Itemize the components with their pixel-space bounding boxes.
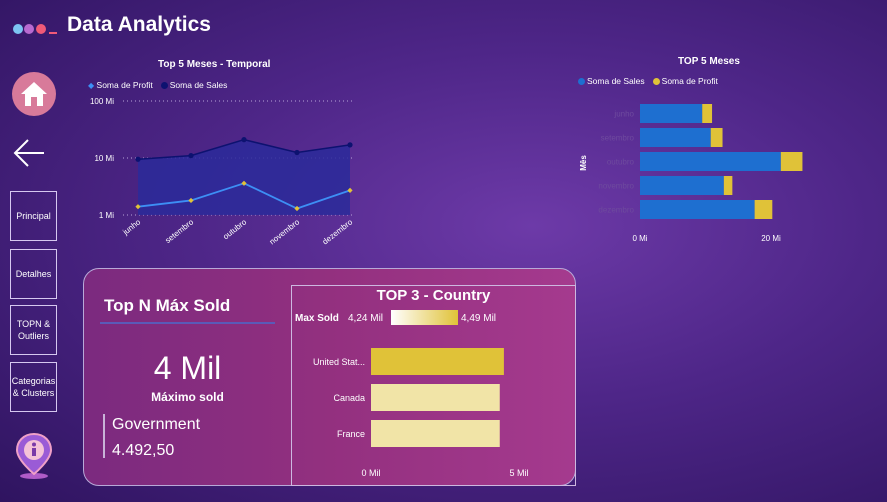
nav-label: Principal [16,211,51,221]
bar-chart-legend: Soma de Sales Soma de Profit [578,76,718,86]
nav-detalhes-button[interactable]: Detalhes [10,249,57,299]
profit-bar [702,104,713,123]
legend-label: Soma de Profit [661,76,718,86]
legend-item-sales: Soma de Sales [578,76,645,86]
sales-point [347,142,353,148]
country-chart-frame [291,285,576,486]
x-tick-label: 0 Mil [361,468,380,478]
back-arrow-icon[interactable] [12,136,46,170]
legend-item-profit: ◆ Soma de Profit [88,80,153,90]
y-tick-label: novembro [598,182,634,191]
profit-bar [754,200,773,219]
sales-bar [640,176,724,195]
gradient-legend-max: 4,49 Mil [461,313,496,324]
home-icon [21,82,47,106]
kpi-label: Máximo sold [151,390,224,404]
legend-label: Soma de Profit [96,80,153,90]
y-tick-label: France [337,429,365,439]
nav-topn-outliers-button[interactable]: TOPN & Outliers [10,305,57,355]
y-tick-label: 100 Mi [90,97,114,106]
legend-label: Soma de Sales [169,80,228,90]
sales-point [188,153,194,159]
segment-name: Government [112,416,201,433]
line-chart-legend: ◆ Soma de Profit Soma de Sales [88,80,227,90]
segment-value: 4.492,50 [112,442,175,459]
y-tick-label: 1 Mi [99,211,114,220]
gradient-legend-min: 4,24 Mil [348,313,383,324]
y-tick-label: Canada [333,393,365,403]
x-tick-label: setembro [163,217,195,245]
sales-point [241,137,247,143]
x-tick-label: 5 Mil [509,468,528,478]
profit-bar [780,152,803,171]
nav-label: Detalhes [15,269,52,279]
country-chart-title: TOP 3 - Country [376,287,491,304]
x-tick-label: junho [120,217,142,237]
segment-divider [103,414,105,458]
profit-bar [710,128,723,147]
country-chart: Max Sold 4,24 Mil 4,49 Mil United Stat..… [295,310,529,478]
y-tick-label: setembro [601,134,635,143]
profit-point [347,187,353,194]
gradient-legend-label: Max Sold [295,313,339,324]
y-tick-label: junho [613,110,634,119]
country-bar [371,420,500,447]
country-bar [371,348,504,375]
profit-bar [723,176,733,195]
kpi-panel [83,268,576,486]
bar-chart: Mês junho setembro outubro novembro dezembro 0… [579,104,803,243]
y-tick-label: dezembro [598,206,634,215]
sales-point [135,156,141,162]
line-chart: 100 Mi 10 Mi 1 Mi junho setembro outubro novem… [90,97,355,246]
dio-logo [13,24,57,34]
kpi-title: Top N Máx Sold [104,296,231,315]
info-location-pin-icon[interactable] [14,432,54,480]
y-tick-label: United Stat... [313,357,365,367]
nav-label: Categorias & Clusters [11,376,56,398]
country-bar [371,384,500,411]
gradient-legend-bar [391,310,458,325]
legend-item-profit: Soma de Profit [652,76,718,86]
legend-item-sales: Soma de Sales [160,80,228,90]
sales-bar [640,200,755,219]
y-tick-label: outubro [607,158,635,167]
kpi-value: 4 Mil [153,350,222,386]
sales-point [294,149,300,156]
x-tick-label: dezembro [321,217,355,246]
nav-label: TOPN & Outliers [16,319,51,341]
y-axis-label: Mês [579,155,588,171]
app-title: Data Analytics [67,13,211,36]
kpi-title-underline [100,322,275,324]
x-tick-label: 0 Mi [632,234,647,243]
y-tick-label: 10 Mi [94,154,114,163]
nav-principal-button[interactable]: Principal [10,191,57,241]
legend-label: Soma de Sales [587,76,645,86]
nav-categorias-clusters-button[interactable]: Categorias & Clusters [10,362,57,412]
profit-point [294,205,300,212]
x-tick-label: novembro [268,217,302,246]
sales-bar [640,128,711,147]
x-tick-label: 20 Mi [761,234,781,243]
profit-point [188,197,194,204]
sales-bar [640,104,703,123]
bar-chart-title: TOP 5 Meses [678,56,740,67]
home-button[interactable] [12,72,56,116]
x-tick-label: outubro [221,217,248,241]
sales-area [138,139,350,215]
line-chart-title: Top 5 Meses - Temporal [158,59,271,70]
sales-bar [640,152,781,171]
